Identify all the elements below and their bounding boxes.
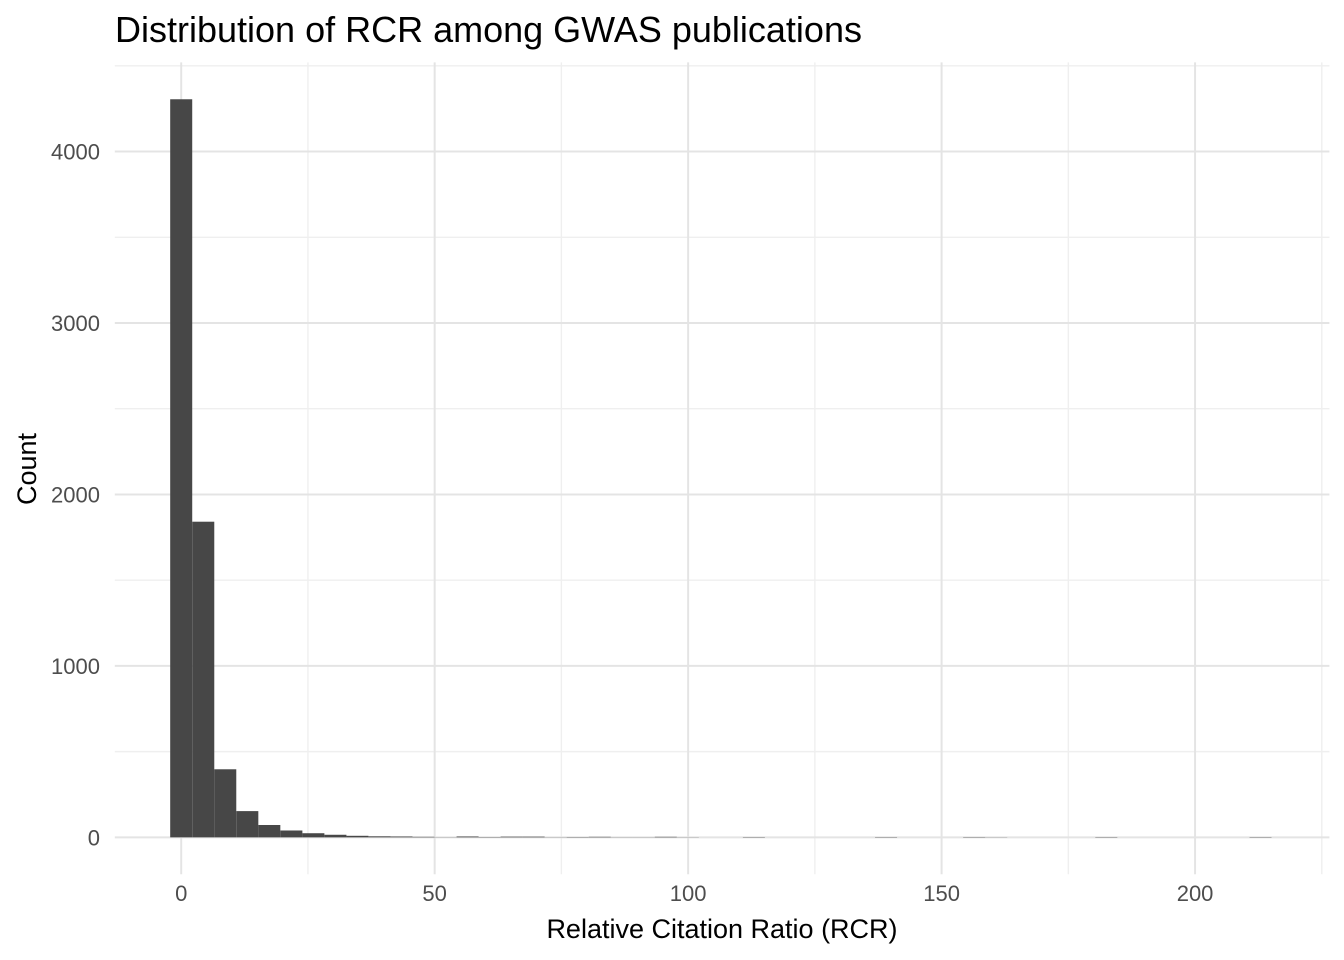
y-tick-label: 3000 <box>51 311 100 336</box>
histogram-bar <box>346 835 369 838</box>
histogram-bar <box>654 836 677 838</box>
x-tick-label: 50 <box>422 881 446 906</box>
y-tick-label: 0 <box>88 825 100 850</box>
x-tick-label: 150 <box>923 881 960 906</box>
chart-title: Distribution of RCR among GWAS publicati… <box>115 9 862 50</box>
histogram-bar <box>280 830 303 838</box>
histogram-bar <box>236 811 259 838</box>
x-tick-label: 100 <box>670 881 707 906</box>
y-tick-label: 2000 <box>51 482 100 507</box>
histogram-bar <box>368 836 391 838</box>
histogram-bar <box>390 836 413 838</box>
y-axis-title: Count <box>12 432 42 506</box>
histogram-bar <box>302 833 325 838</box>
x-axis-title: Relative Citation Ratio (RCR) <box>546 914 898 944</box>
histogram-bar <box>324 834 347 838</box>
x-tick-label: 0 <box>175 881 187 906</box>
y-tick-label: 4000 <box>51 140 100 165</box>
histogram-bar <box>214 769 237 838</box>
histogram-bar <box>588 836 611 838</box>
histogram-bar <box>170 99 193 838</box>
histogram-bar <box>456 836 479 838</box>
histogram-bar <box>412 836 435 838</box>
x-tick-label: 200 <box>1177 881 1214 906</box>
histogram-bar <box>258 824 281 838</box>
y-tick-label: 1000 <box>51 654 100 679</box>
histogram-bar <box>192 521 215 838</box>
histogram-bar <box>522 836 545 838</box>
histogram-bar <box>500 836 523 838</box>
